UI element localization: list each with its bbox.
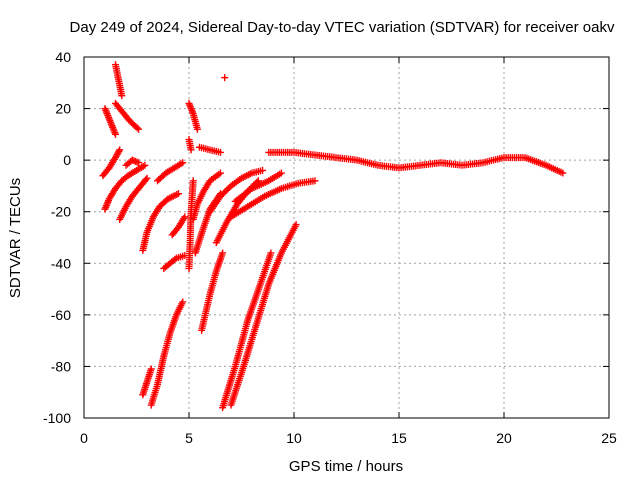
y-tick-label: -100 [43,410,71,426]
y-tick-label: 20 [55,101,71,117]
plot-frame [83,56,610,419]
series-arc-n [185,99,201,133]
data-point [143,174,151,182]
data-point [221,74,229,82]
series-arc-s [196,143,224,156]
series-arc-x [227,221,300,409]
data-point [179,298,187,306]
x-tick-label: 0 [80,430,88,446]
series-arc-z [231,169,285,205]
data-point [115,147,123,155]
data-point [135,125,143,133]
data-point [259,166,266,174]
y-tick-label: 40 [55,49,71,65]
series-isolated [221,74,229,82]
y-tick-labels: -100 -80 -60 -40 -20 0 20 40 [43,49,71,426]
data-point [133,124,141,132]
data-point [112,130,119,138]
y-tick-label: -20 [51,204,71,220]
series-arc-k [154,159,187,185]
x-tick-labels: 0 5 10 15 20 25 [80,430,617,446]
data-layer [99,61,567,412]
data-point [116,146,124,154]
x-axis-title: GPS time / hours [289,458,403,475]
grid-layer [84,57,609,418]
data-point [217,169,224,177]
series-arc-w [219,249,275,412]
data-point [175,190,182,198]
data-point [559,169,567,177]
y-tick-label: 0 [63,152,71,168]
series-arc-y [227,177,319,221]
data-point [147,365,155,373]
series-arc-i [139,365,155,399]
series-arc-e [112,61,126,100]
y-tick-label: -80 [51,358,71,374]
series-arc-u [206,166,266,216]
data-point [217,148,224,156]
chart-title: Day 249 of 2024, Sidereal Day-to-day VTE… [70,19,615,36]
data-point [267,249,275,257]
data-point [118,92,126,100]
x-tick-label: 5 [185,430,193,446]
data-point [171,255,179,263]
y-tick-label: -60 [51,307,71,323]
series-arc-l [160,252,189,272]
series-arc-t [198,249,227,334]
data-point [189,177,197,185]
series-arc-j [147,298,187,409]
data-point [292,221,300,229]
series-arc-b [101,161,149,213]
y-axis-title: SDTVAR / TECUs [7,178,24,298]
data-point [142,176,150,184]
series-arc-h [139,190,182,254]
series-arc-m [168,213,189,239]
series-arc-p [185,177,197,272]
series-arc-c [101,105,119,138]
series-arc-q [189,169,224,223]
data-point [219,249,227,257]
x-tick-label: 25 [601,430,617,446]
series-arc-d [112,99,143,133]
series-arc-a [99,146,124,180]
data-point [181,213,189,221]
y-tick-label: -40 [51,255,71,271]
x-tick-label: 15 [391,430,407,446]
data-point [193,125,201,133]
data-point [179,159,187,167]
data-point [135,159,143,167]
series-arc-o [185,136,195,154]
series-long-arc [265,148,567,177]
data-point [277,169,285,177]
series-arc-g [122,156,143,169]
x-tick-label: 10 [286,430,302,446]
data-point [141,161,149,169]
data-point [187,146,195,154]
x-tick-label: 20 [496,430,512,446]
data-point [311,177,319,185]
series-arc-f [116,174,151,223]
